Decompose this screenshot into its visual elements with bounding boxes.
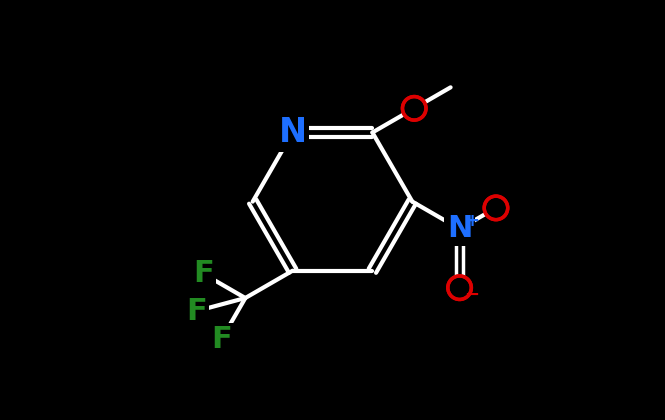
Text: F: F xyxy=(193,260,214,289)
Circle shape xyxy=(484,196,507,220)
Circle shape xyxy=(402,97,426,120)
Text: +: + xyxy=(464,212,479,229)
Text: F: F xyxy=(186,297,207,326)
Circle shape xyxy=(448,276,471,299)
Text: −: − xyxy=(465,286,479,304)
Text: N: N xyxy=(447,214,472,244)
Text: N: N xyxy=(279,116,307,149)
Text: F: F xyxy=(211,326,231,354)
